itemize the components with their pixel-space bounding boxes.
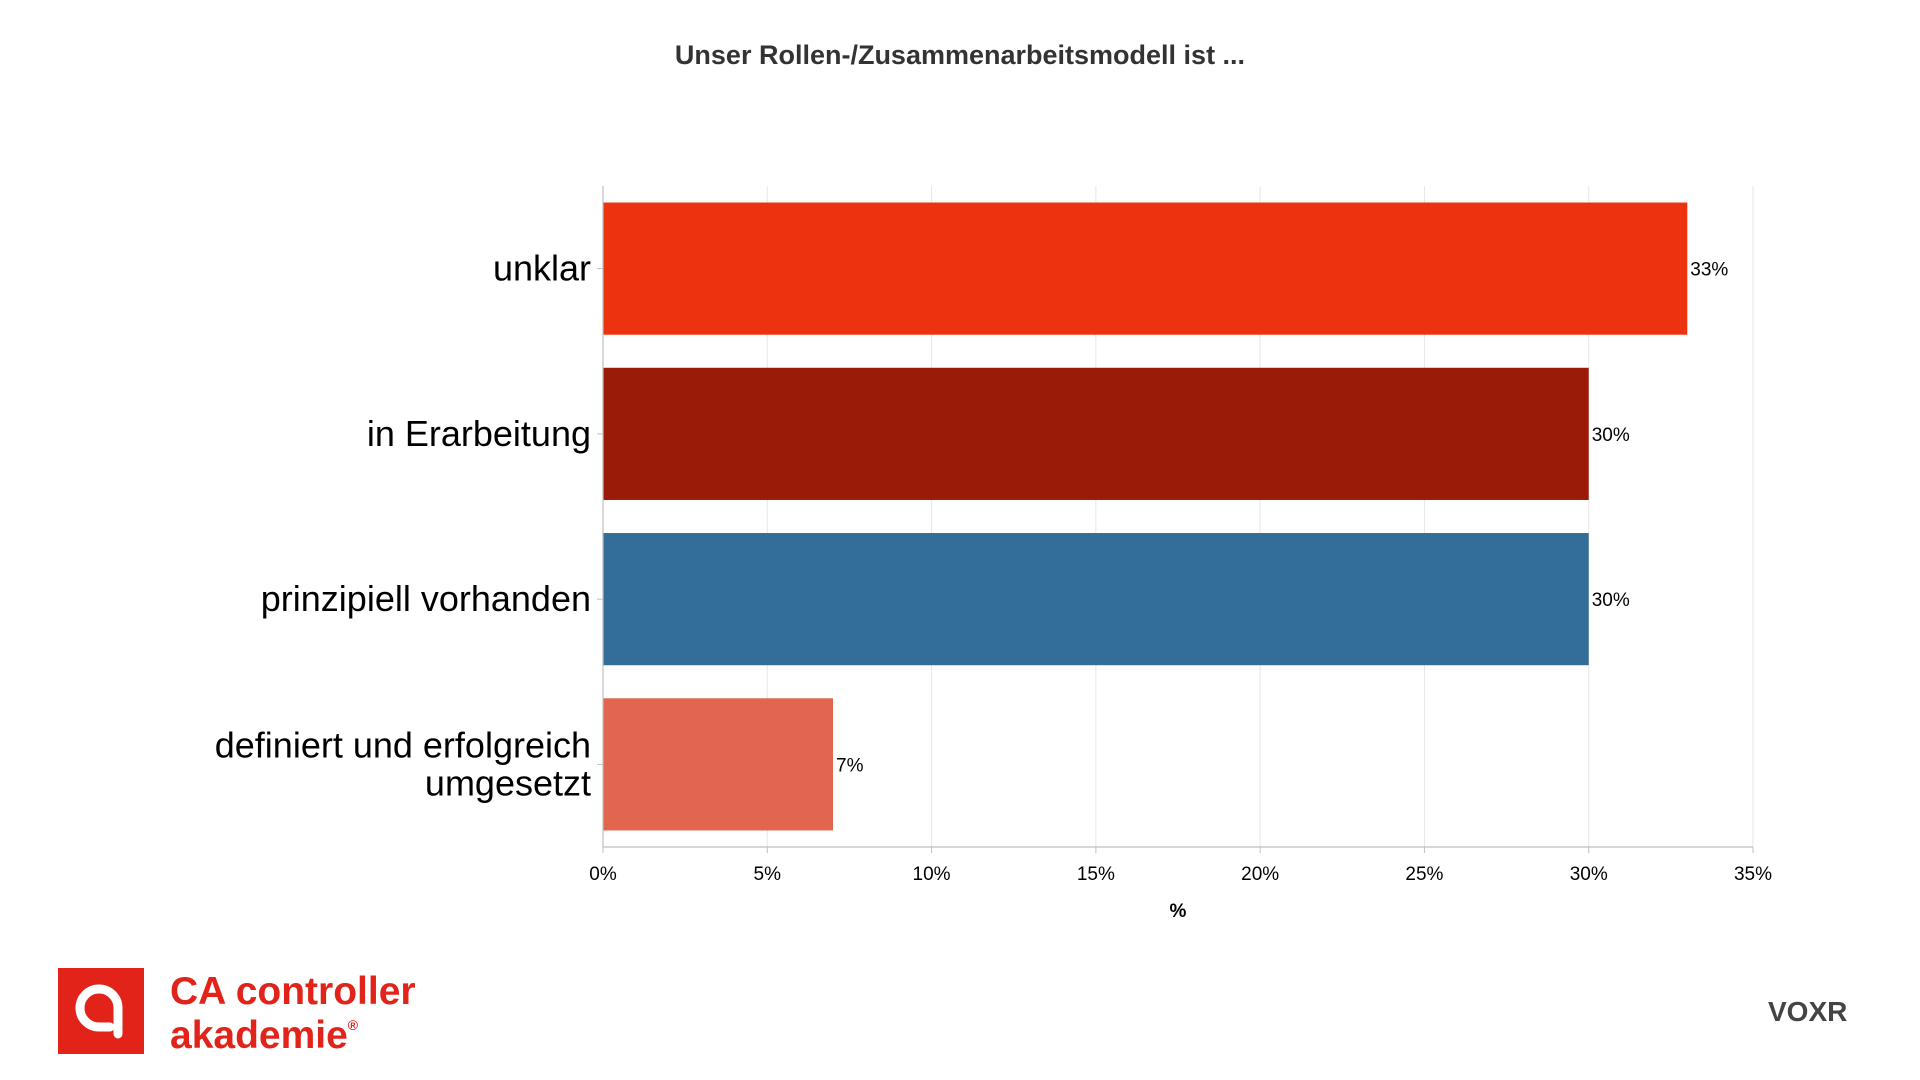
category-label: definiert und erfolgreich umgesetzt <box>215 724 591 803</box>
data-label: 30% <box>1592 590 1630 611</box>
bar <box>603 367 1589 500</box>
bars <box>603 202 1688 831</box>
x-tick-label: 5% <box>754 864 782 885</box>
category-label-line: in Erarbeitung <box>367 413 591 454</box>
logo-registered-mark: ® <box>348 1017 359 1033</box>
logo-mark <box>58 968 144 1054</box>
bar <box>603 698 833 831</box>
voxr-logo: VOXR <box>1768 996 1847 1027</box>
category-label-line: unklar <box>493 248 591 289</box>
labels: 0% 5% 10% 15% 20% 25% 30% 35%% 33% unklar 30% in Er… <box>215 248 1772 922</box>
x-tick-label: 0% <box>589 864 617 885</box>
x-tick-label: 30% <box>1570 864 1608 885</box>
category-label-line: umgesetzt <box>425 762 591 803</box>
category-label: prinzipiell vorhanden <box>261 578 591 619</box>
x-tick-label: 15% <box>1077 864 1115 885</box>
voxr-logo-text: VOXR <box>1768 996 1847 1027</box>
category-label: unklar <box>493 248 591 289</box>
data-label: 33% <box>1690 260 1728 281</box>
logo-mark-glyph <box>75 984 123 1039</box>
logo-text-line1: CA controller <box>170 970 416 1013</box>
x-tick-label: 10% <box>913 864 951 885</box>
bar <box>603 533 1589 666</box>
axes <box>597 186 1754 853</box>
data-label: 30% <box>1592 425 1630 446</box>
category-label-line: prinzipiell vorhanden <box>261 578 591 619</box>
data-label: 7% <box>836 755 864 776</box>
bar <box>603 202 1688 335</box>
x-axis-title: % <box>1170 901 1187 922</box>
x-tick-label: 25% <box>1405 864 1443 885</box>
category-label: in Erarbeitung <box>367 413 591 454</box>
category-label-line: definiert und erfolgreich <box>215 724 591 765</box>
ca-controller-akademie-logo: CA controller akademie® <box>58 968 416 1057</box>
logo-word-akademie: akademie <box>170 1014 348 1057</box>
x-tick-label: 35% <box>1734 864 1772 885</box>
chart-title: Unser Rollen-/Zusammenarbeitsmodell ist … <box>674 40 1246 70</box>
x-tick-label: 20% <box>1241 864 1279 885</box>
logo-text-line2: akademie® <box>170 1014 359 1057</box>
